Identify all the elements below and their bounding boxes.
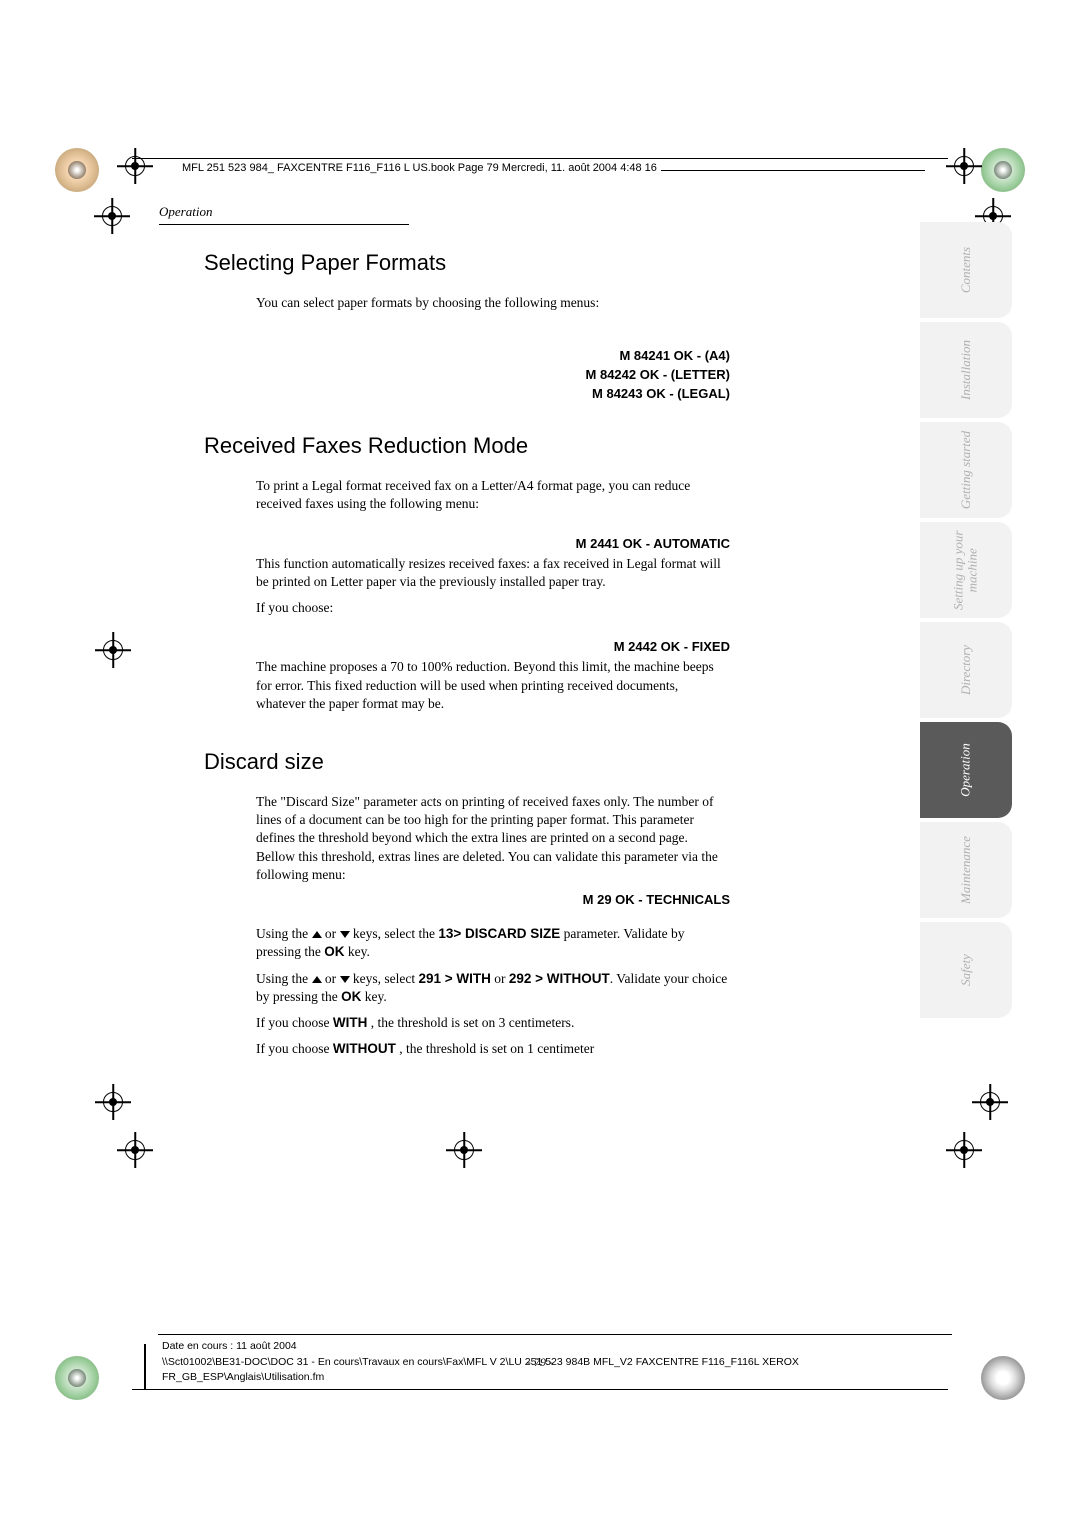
- text: keys, select: [350, 971, 419, 986]
- registration-mark-icon: [946, 1132, 982, 1168]
- section-rule: [159, 224, 409, 225]
- menu-code: M 84243 OK - (LEGAL): [200, 386, 730, 401]
- text: , the threshold is set on 1 centimeter: [396, 1041, 594, 1056]
- heading-received-faxes: Received Faxes Reduction Mode: [204, 433, 730, 459]
- footer-line: \\Sct01002\BE31-DOC\DOC 31 - En cours\Tr…: [162, 1355, 952, 1371]
- bold-text: 13> DISCARD SIZE: [438, 926, 560, 941]
- menu-code: M 84241 OK - (A4): [200, 348, 730, 363]
- tab-contents[interactable]: Contents: [920, 222, 1012, 318]
- bold-text: 292 > WITHOUT: [509, 971, 610, 986]
- footer-line: FR_GB_ESP\Anglais\Utilisation.fm: [162, 1370, 952, 1386]
- text: Using the: [256, 971, 312, 986]
- registration-mark-icon: [94, 198, 130, 234]
- up-arrow-icon: [312, 976, 322, 983]
- heading-selecting-paper: Selecting Paper Formats: [204, 250, 730, 276]
- footer-line: Date en cours : 11 août 2004: [162, 1339, 952, 1355]
- down-arrow-icon: [340, 976, 350, 983]
- text: or: [322, 926, 340, 941]
- down-arrow-icon: [340, 931, 350, 938]
- bold-text: WITH: [333, 1015, 368, 1030]
- paragraph: You can select paper formats by choosing…: [256, 294, 730, 312]
- text: , the threshold is set on 3 centimeters.: [367, 1015, 574, 1030]
- text: If you choose: [256, 1015, 333, 1030]
- tab-label: Safety: [958, 954, 974, 986]
- registration-mark-icon: [95, 632, 131, 668]
- text: or: [322, 971, 340, 986]
- footer-bar: [144, 1344, 146, 1390]
- tab-label: Contents: [958, 247, 974, 293]
- tab-maintenance[interactable]: Maintenance: [920, 822, 1012, 918]
- heading-discard-size: Discard size: [204, 749, 730, 775]
- tab-label: Operation: [958, 743, 974, 796]
- tab-safety[interactable]: Safety: [920, 922, 1012, 1018]
- paragraph: If you choose WITHOUT , the threshold is…: [256, 1040, 730, 1058]
- tab-label: Maintenance: [958, 836, 974, 904]
- bold-text: OK: [341, 989, 361, 1004]
- corner-ornament-tr: [981, 148, 1025, 192]
- tab-getting-started[interactable]: Getting started: [920, 422, 1012, 518]
- side-tabs: Contents Installation Getting started Se…: [920, 222, 1012, 1022]
- menu-code: M 29 OK - TECHNICALS: [200, 892, 730, 907]
- tab-setting-up[interactable]: Setting up yourmachine: [920, 522, 1012, 618]
- tab-installation[interactable]: Installation: [920, 322, 1012, 418]
- tab-directory[interactable]: Directory: [920, 622, 1012, 718]
- menu-code: M 2442 OK - FIXED: [200, 639, 730, 654]
- tab-label: Getting started: [958, 431, 974, 509]
- paragraph: The machine proposes a 70 to 100% reduct…: [256, 658, 730, 713]
- registration-mark-icon: [946, 148, 982, 184]
- text: key.: [345, 944, 370, 959]
- paragraph: The "Discard Size" parameter acts on pri…: [256, 793, 730, 884]
- paragraph: To print a Legal format received fax on …: [256, 477, 730, 513]
- up-arrow-icon: [312, 931, 322, 938]
- footer: Date en cours : 11 août 2004 \\Sct01002\…: [158, 1334, 952, 1386]
- section-label: Operation: [159, 204, 212, 220]
- paragraph: This function automatically resizes rece…: [256, 555, 730, 591]
- text: keys, select the: [350, 926, 439, 941]
- paragraph: Using the or keys, select the 13> DISCAR…: [256, 925, 730, 961]
- text: key.: [361, 989, 386, 1004]
- text: or: [491, 971, 509, 986]
- paragraph: If you choose:: [256, 599, 730, 617]
- tab-label: Setting up yourmachine: [952, 530, 981, 609]
- tab-operation[interactable]: Operation: [920, 722, 1012, 818]
- footer-rule: [158, 1334, 952, 1335]
- corner-ornament-tl: [55, 148, 99, 192]
- bold-text: OK: [324, 944, 344, 959]
- registration-mark-icon: [95, 1084, 131, 1120]
- tab-label: Directory: [958, 645, 974, 695]
- book-header-info: MFL 251 523 984_ FAXCENTRE F116_F116 L U…: [178, 162, 661, 174]
- text: If you choose: [256, 1041, 333, 1056]
- menu-code: M 84242 OK - (LETTER): [200, 367, 730, 382]
- text: Using the: [256, 926, 312, 941]
- tab-label: Installation: [958, 340, 974, 400]
- corner-ornament-br: [981, 1356, 1025, 1400]
- corner-ornament-bl: [55, 1356, 99, 1400]
- footer-text: Date en cours : 11 août 2004 \\Sct01002\…: [158, 1339, 952, 1386]
- main-content: Selecting Paper Formats You can select p…: [200, 250, 730, 1066]
- paragraph: Using the or keys, select 291 > WITH or …: [256, 970, 730, 1006]
- bold-text: WITHOUT: [333, 1041, 396, 1056]
- registration-mark-icon: [972, 1084, 1008, 1120]
- menu-code: M 2441 OK - AUTOMATIC: [200, 536, 730, 551]
- bold-text: 291 > WITH: [418, 971, 490, 986]
- paragraph: If you choose WITH , the threshold is se…: [256, 1014, 730, 1032]
